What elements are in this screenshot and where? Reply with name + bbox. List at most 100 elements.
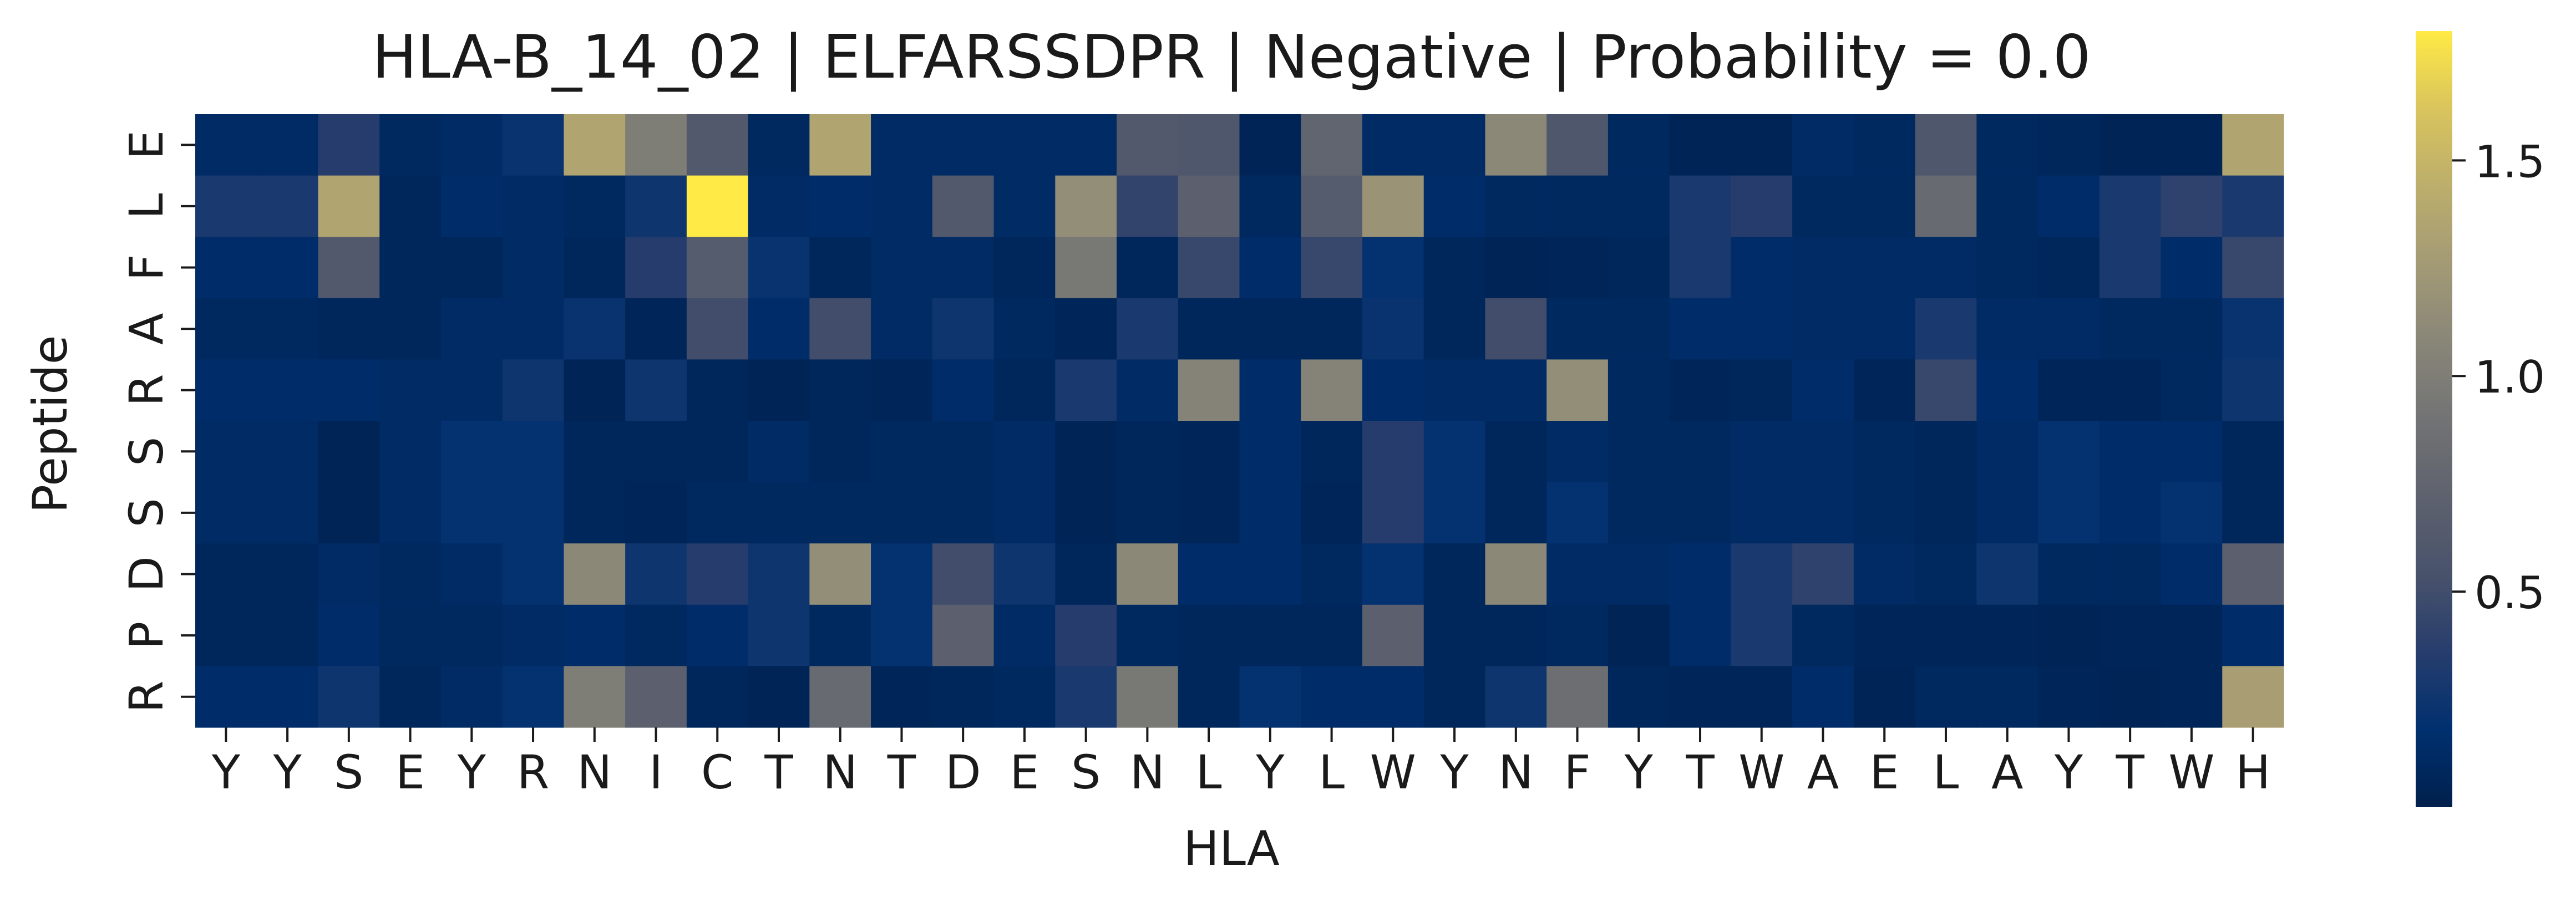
heatmap-cell-r8-c2 (318, 604, 380, 666)
heatmap-cell-r1-c23 (1608, 175, 1670, 237)
heatmap-cell-r8-c17 (1239, 604, 1301, 666)
heatmap-cell-r1-c11 (871, 175, 933, 237)
heatmap-cell-r2-c1 (256, 237, 319, 299)
heatmap-cell-r4-c3 (379, 359, 442, 421)
heatmap-cell-r0-c18 (1301, 114, 1363, 176)
y-tick-label: L (119, 193, 174, 219)
heatmap-cell-r9-c23 (1608, 666, 1670, 728)
heatmap-cell-r0-c7 (625, 114, 687, 176)
heatmap-cell-r1-c21 (1485, 175, 1547, 237)
heatmap-cell-r3-c25 (1731, 298, 1793, 360)
heatmap-cell-r3-c4 (440, 298, 503, 360)
heatmap-cell-r8-c32 (2161, 604, 2223, 666)
heatmap-cell-r6-c0 (195, 482, 257, 544)
heatmap-cell-r7-c5 (502, 543, 565, 605)
heatmap-cell-r2-c32 (2161, 237, 2223, 299)
heatmap-cell-r2-c24 (1669, 237, 1731, 299)
heatmap-cell-r1-c7 (625, 175, 687, 237)
heatmap-cell-r2-c21 (1485, 237, 1547, 299)
heatmap-cell-r1-c4 (440, 175, 503, 237)
x-tick-label: Y (1439, 745, 1469, 799)
heatmap-cell-r9-c16 (1178, 666, 1240, 728)
colorbar-ticks: 0.5 1.0 1.5 (2452, 136, 2545, 619)
heatmap-cell-r9-c28 (1915, 666, 1977, 728)
heatmap-cell-r2-c17 (1239, 237, 1301, 299)
heatmap-cell-r7-c17 (1239, 543, 1301, 605)
heatmap-cell-r8-c26 (1792, 604, 1854, 666)
heatmap-cell-r0-c15 (1117, 114, 1179, 176)
heatmap-cell-r8-c21 (1485, 604, 1547, 666)
heatmap-cell-r2-c19 (1362, 237, 1424, 299)
heatmap-cell-r4-c18 (1301, 359, 1363, 421)
heatmap-cell-r5-c20 (1423, 421, 1486, 483)
heatmap-cell-r4-c8 (686, 359, 749, 421)
heatmap-cell-r9-c2 (318, 666, 380, 728)
heatmap-cell-r5-c1 (256, 421, 319, 483)
heatmap-cell-r0-c23 (1608, 114, 1670, 176)
colorbar-tick-label: 1.0 (2474, 351, 2545, 403)
heatmap-cell-r3-c21 (1485, 298, 1547, 360)
heatmap-cell-r4-c14 (1055, 359, 1117, 421)
heatmap-cell-r2-c7 (625, 237, 687, 299)
heatmap-cell-r9-c14 (1055, 666, 1117, 728)
heatmap-cell-r9-c17 (1239, 666, 1301, 728)
x-tick-label: S (334, 745, 363, 799)
heatmap-cell-r5-c31 (2099, 421, 2162, 483)
heatmap-cell-r3-c6 (564, 298, 626, 360)
heatmap-cell-r1-c24 (1669, 175, 1731, 237)
heatmap-cell-r3-c0 (195, 298, 257, 360)
heatmap-cell-r5-c22 (1546, 421, 1609, 483)
x-tick-label: N (1498, 745, 1533, 799)
heatmap-cell-r9-c12 (932, 666, 995, 728)
heatmap-cell-r5-c14 (1055, 421, 1117, 483)
heatmap-cell-r7-c21 (1485, 543, 1547, 605)
heatmap-cell-r7-c0 (195, 543, 257, 605)
x-axis-label: HLA (1183, 821, 1280, 877)
x-tick-label: C (701, 745, 734, 799)
heatmap-cell-r6-c18 (1301, 482, 1363, 544)
heatmap-cell-r5-c18 (1301, 421, 1363, 483)
heatmap-cell-r7-c32 (2161, 543, 2223, 605)
heatmap-cell-r7-c23 (1608, 543, 1670, 605)
heatmap-cell-r3-c7 (625, 298, 687, 360)
heatmap-cell-r2-c2 (318, 237, 380, 299)
heatmap-cell-r0-c3 (379, 114, 442, 176)
x-tick-label: A (1991, 745, 2023, 799)
heatmap-cell-r8-c14 (1055, 604, 1117, 666)
chart-title: HLA-B_14_02 | ELFARSSDPR | Negative | Pr… (372, 23, 2091, 92)
heatmap-cell-r9-c9 (748, 666, 810, 728)
heatmap-cell-r0-c22 (1546, 114, 1609, 176)
heatmap-cell-r2-c26 (1792, 237, 1854, 299)
x-tick-label: I (649, 745, 663, 799)
heatmap-cell-r3-c17 (1239, 298, 1301, 360)
x-tick-label: F (1564, 745, 1590, 799)
heatmap-cell-r6-c22 (1546, 482, 1609, 544)
heatmap-cell-r2-c20 (1423, 237, 1486, 299)
heatmap-cell-r7-c24 (1669, 543, 1731, 605)
x-tick-label: W (2168, 745, 2214, 799)
heatmap-cell-r9-c1 (256, 666, 319, 728)
heatmap-cell-r7-c30 (2038, 543, 2100, 605)
heatmap-cell-r1-c3 (379, 175, 442, 237)
x-tick-label: N (577, 745, 612, 799)
heatmap-cell-r6-c16 (1178, 482, 1240, 544)
x-tick-label: Y (1255, 745, 1285, 799)
heatmap-cell-r0-c0 (195, 114, 257, 176)
heatmap-cell-r6-c25 (1731, 482, 1793, 544)
heatmap-cell-r4-c1 (256, 359, 319, 421)
heatmap-cell-r6-c6 (564, 482, 626, 544)
heatmap-cell-r1-c17 (1239, 175, 1301, 237)
heatmap-cell-r7-c2 (318, 543, 380, 605)
heatmap-cell-r7-c33 (2222, 543, 2284, 605)
x-tick-label: T (764, 745, 793, 799)
x-tick-label: S (1071, 745, 1101, 799)
heatmap-cell-r5-c4 (440, 421, 503, 483)
heatmap-cell-r0-c33 (2222, 114, 2284, 176)
heatmap-cell-r4-c24 (1669, 359, 1731, 421)
heatmap-cell-r0-c29 (1976, 114, 2039, 176)
heatmap-cell-r9-c4 (440, 666, 503, 728)
heatmap-cell-r5-c32 (2161, 421, 2223, 483)
heatmap-cell-r9-c24 (1669, 666, 1731, 728)
heatmap-cell-r8-c12 (932, 604, 995, 666)
heatmap-cell-r3-c18 (1301, 298, 1363, 360)
